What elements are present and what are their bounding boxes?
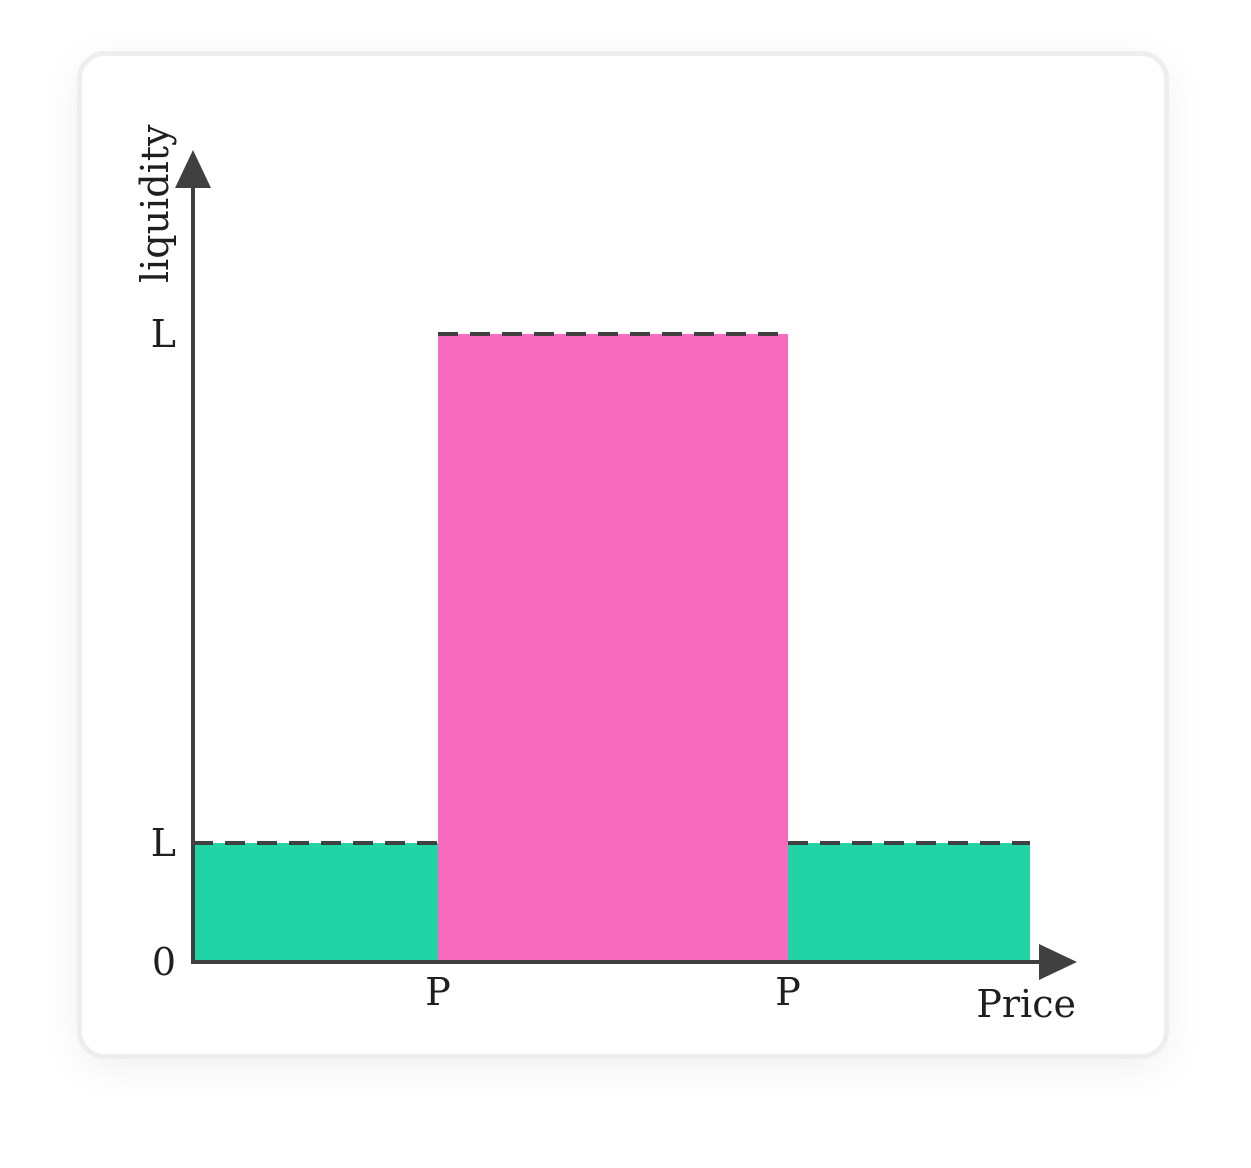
dashed-levels — [193, 332, 1030, 845]
x-axis-arrow — [1039, 944, 1077, 980]
bar-1 — [193, 843, 438, 962]
y-axis-arrow — [175, 150, 211, 188]
labels: liquidity Price 0 L L P P — [133, 124, 1076, 1026]
bar-3 — [788, 843, 1030, 962]
x-axis-label: Price — [976, 982, 1076, 1026]
y-axis-label: liquidity — [133, 124, 177, 283]
y-tick-label-3: L — [151, 312, 176, 356]
x-tick-label-1: P — [425, 970, 451, 1014]
bar-2 — [438, 334, 788, 962]
y-tick-label-2: L — [151, 821, 176, 865]
y-tick-label-1: 0 — [152, 940, 176, 984]
x-tick-label-2: P — [775, 970, 801, 1014]
bars-layer — [193, 334, 1030, 962]
axes — [175, 150, 1077, 980]
